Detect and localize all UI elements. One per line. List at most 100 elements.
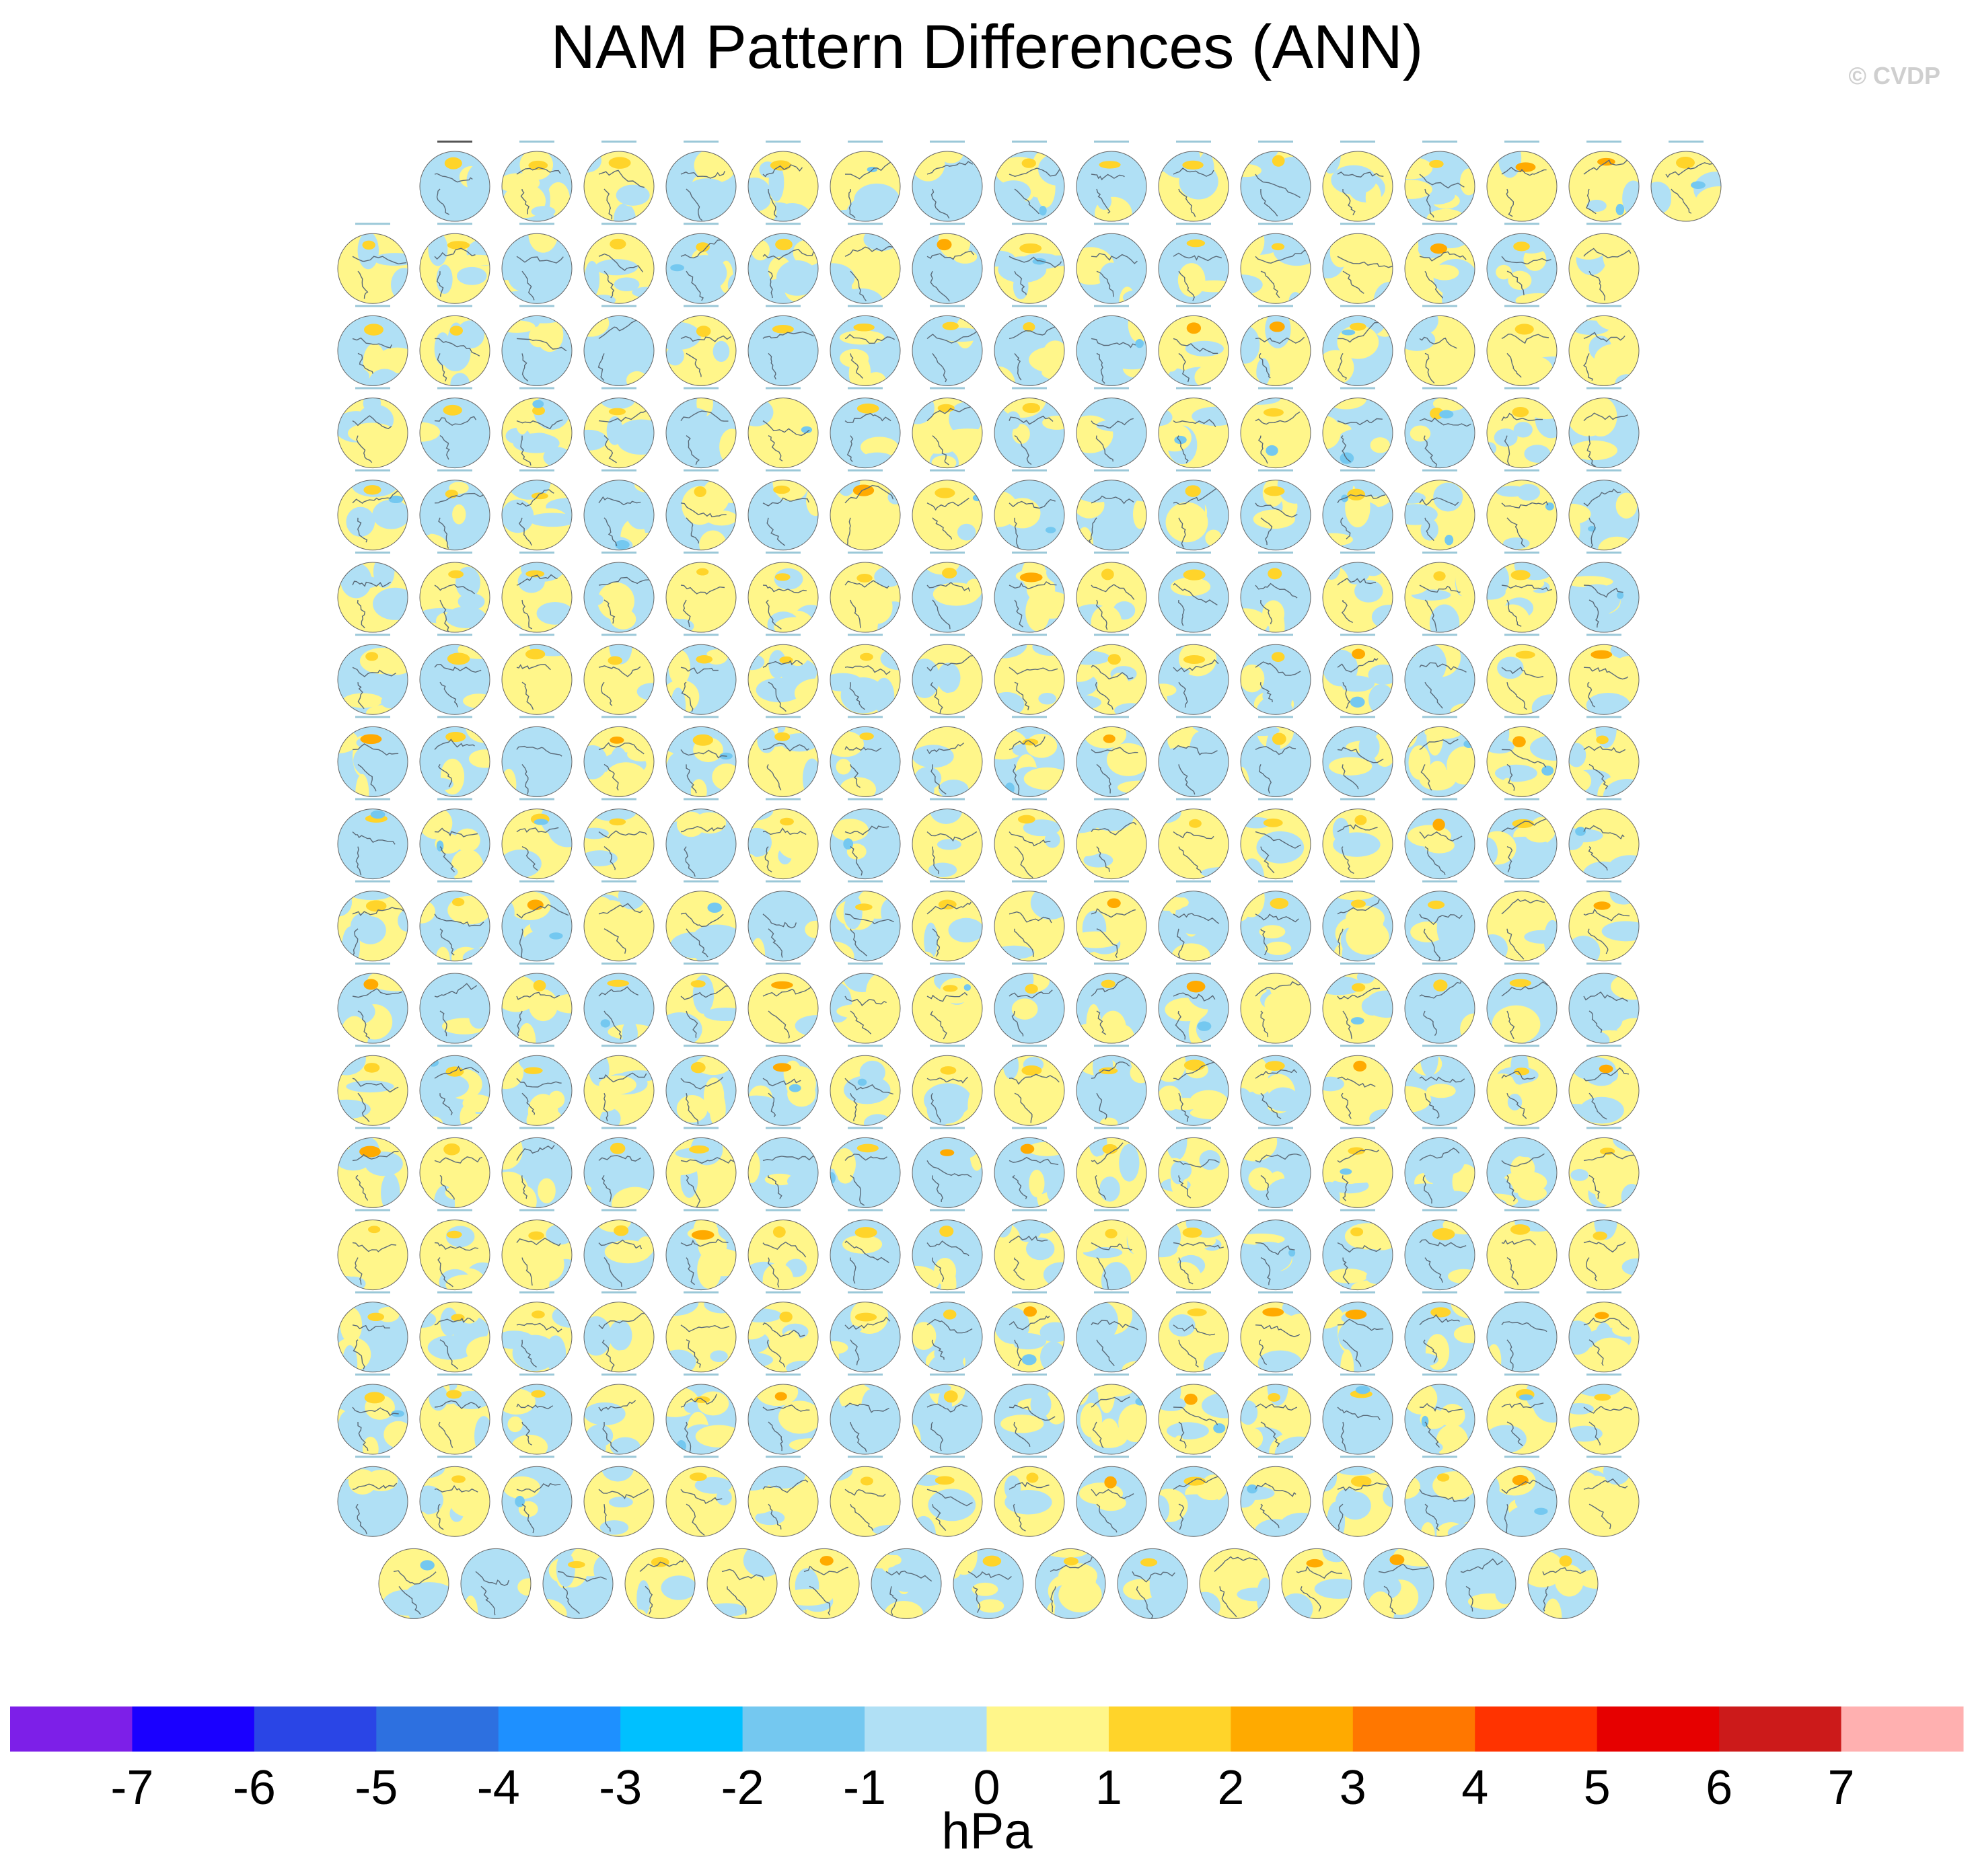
panel-title-mark: [684, 1127, 719, 1129]
map-panel: [624, 1548, 696, 1619]
anomaly-region: [1622, 180, 1639, 217]
panel-border: [337, 1302, 408, 1373]
anomaly-region: [1286, 1555, 1324, 1580]
coastline: [1337, 1148, 1379, 1201]
anomaly-region: [943, 428, 982, 444]
coastline: [516, 664, 551, 710]
coastline: [434, 1065, 480, 1116]
coastline: [1501, 1153, 1545, 1202]
anomaly-region: [1487, 415, 1502, 436]
anomaly-region: [541, 780, 558, 793]
anomaly-region: [1253, 509, 1295, 529]
positive-anomaly-center: [1306, 1559, 1323, 1568]
panel-title-mark: [930, 1291, 965, 1293]
panel-title-mark: [848, 469, 883, 472]
panel-title-mark: [1094, 634, 1129, 636]
anomaly-region: [1323, 1304, 1344, 1329]
panel-title-mark: [766, 963, 801, 965]
anomaly-region: [996, 180, 1031, 204]
coastline: [598, 742, 645, 791]
negative-anomaly-center: [1135, 339, 1144, 348]
panel-title-mark: [684, 1456, 719, 1458]
anomaly-region: [937, 663, 961, 693]
coastline: [1583, 1478, 1628, 1530]
coastline: [1419, 1148, 1460, 1204]
panel-title-mark: [1258, 1291, 1293, 1293]
positive-anomaly-center: [525, 570, 545, 578]
anomaly-region: [420, 1311, 437, 1328]
panel-border: [1486, 1384, 1558, 1455]
coastline: [434, 1156, 482, 1200]
positive-anomaly-center: [1348, 1147, 1365, 1155]
anomaly-region: [443, 1164, 488, 1180]
panel-title-mark: [1340, 1456, 1375, 1458]
anomaly-region: [1368, 665, 1393, 685]
anomaly-region: [618, 891, 646, 910]
map-panel: [419, 1456, 490, 1537]
anomaly-region: [1241, 1055, 1269, 1092]
map-panel: [665, 223, 737, 304]
negative-anomaly-center: [1534, 1507, 1548, 1515]
map-panel: [1363, 1548, 1434, 1619]
positive-anomaly-center: [1188, 819, 1202, 828]
anomaly-region: [1200, 866, 1229, 879]
anomaly-region: [420, 451, 445, 468]
anomaly-region: [1325, 398, 1367, 410]
panel-border: [1486, 1055, 1558, 1126]
panel-border: [583, 398, 655, 469]
negative-anomaly-center: [600, 1019, 611, 1028]
panel-title-mark: [601, 634, 636, 636]
anomaly-region: [1599, 809, 1639, 819]
anomaly-region: [1166, 1098, 1204, 1111]
panel-title-mark: [1340, 223, 1375, 225]
panel-title-mark: [1258, 1374, 1293, 1376]
anomaly-region: [1371, 604, 1393, 630]
negative-anomaly-center: [388, 495, 404, 504]
positive-anomaly-center: [1099, 161, 1121, 169]
anomaly-region: [912, 1424, 922, 1454]
coastline: [1501, 333, 1549, 378]
panel-border: [830, 562, 901, 633]
anomaly-region: [1529, 735, 1557, 761]
anomaly-region: [1487, 348, 1508, 377]
map-panel: [583, 716, 655, 797]
panel-border: [1404, 233, 1475, 304]
map-panel: [1568, 552, 1640, 633]
coastline: [762, 986, 814, 1039]
map-panel: [419, 1374, 490, 1455]
panel-border: [583, 891, 655, 962]
negative-anomaly-center: [1341, 329, 1356, 336]
positive-anomaly-center: [1593, 901, 1611, 910]
map-panel: [747, 305, 819, 386]
panel-border: [1076, 398, 1147, 469]
panel-title-mark: [848, 1291, 883, 1293]
anomaly-region: [338, 891, 353, 917]
anomaly-region: [1076, 527, 1094, 550]
panel-border: [747, 151, 819, 222]
map-panel: [1486, 387, 1558, 469]
panel-title-mark: [1012, 1456, 1047, 1458]
panel-title-mark: [930, 880, 965, 883]
coastline: [1009, 1235, 1048, 1281]
anomaly-region: [450, 373, 470, 386]
anomaly-region: [1613, 1137, 1639, 1152]
anomaly-region: [381, 695, 401, 709]
anomaly-region: [789, 1438, 818, 1452]
positive-anomaly-center: [772, 1063, 792, 1072]
anomaly-region: [937, 839, 961, 850]
anomaly-region: [677, 1517, 707, 1534]
panel-border: [1035, 1548, 1106, 1619]
anomaly-region: [863, 1350, 900, 1363]
anomaly-region: [874, 726, 900, 750]
positive-anomaly-center: [937, 239, 952, 251]
map-panel: [830, 141, 901, 222]
panel-border: [1322, 973, 1393, 1044]
anomaly-region: [463, 693, 490, 708]
panel-border: [747, 1137, 819, 1208]
panel-title-mark: [1586, 1456, 1621, 1458]
anomaly-region: [347, 891, 396, 901]
panel-title-mark: [519, 798, 554, 800]
anomaly-region: [1076, 324, 1101, 364]
positive-anomaly-center: [445, 1066, 464, 1077]
panel-border: [1281, 1548, 1352, 1619]
